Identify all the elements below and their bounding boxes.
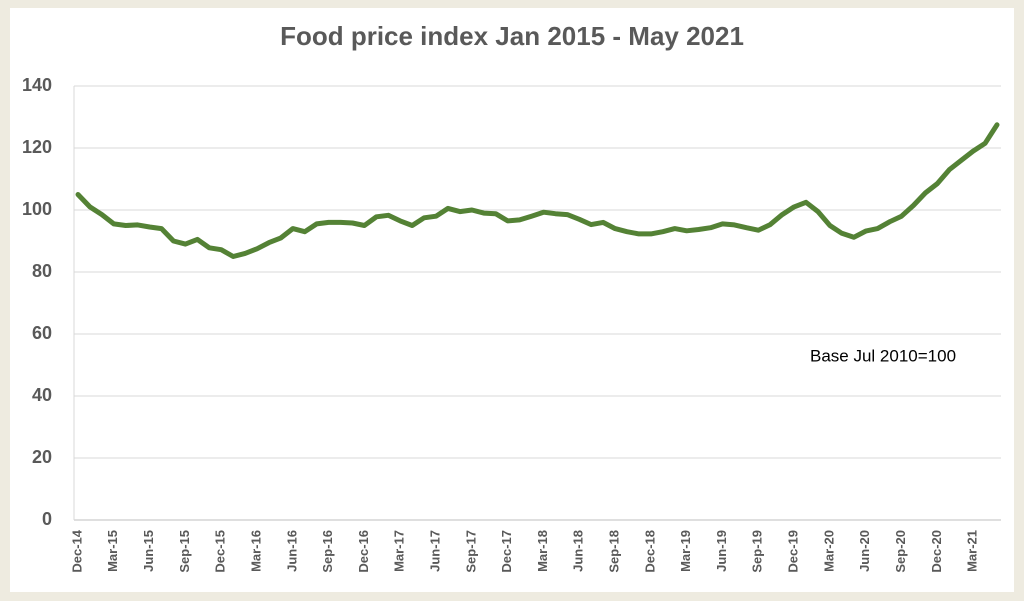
x-tick-label: Dec-19	[786, 530, 801, 573]
x-tick-label: Sep-19	[750, 530, 765, 573]
x-tick-label: Mar-19	[678, 530, 693, 572]
x-tick-label: Dec-20	[929, 530, 944, 573]
x-tick-label: Dec-16	[356, 530, 371, 573]
y-tick-label: 120	[22, 137, 52, 157]
x-tick-label: Dec-17	[499, 530, 514, 573]
x-tick-label: Dec-15	[213, 530, 228, 573]
x-tick-label: Sep-15	[177, 530, 192, 573]
x-tick-label: Jun-16	[284, 530, 299, 572]
line	[75, 122, 1000, 259]
y-tick-label: 20	[32, 447, 52, 467]
x-tick-label: Jun-20	[857, 530, 872, 572]
x-tick-label: Jun-19	[714, 530, 729, 572]
x-tick-label: Dec-14	[69, 529, 84, 572]
y-tick-label: 140	[22, 75, 52, 95]
x-tick-label: Mar-20	[821, 530, 836, 572]
x-tick-label: Sep-16	[320, 530, 335, 573]
x-tick-label: Mar-17	[392, 530, 407, 572]
x-tick-label: Jun-15	[141, 530, 156, 572]
x-tick-label: Mar-15	[105, 530, 120, 572]
x-tick-label: Jun-18	[571, 530, 586, 572]
x-tick-label: Mar-18	[535, 530, 550, 572]
y-tick-label: 80	[32, 261, 52, 281]
y-tick-label: 100	[22, 199, 52, 219]
x-tick-label: Mar-16	[248, 530, 263, 572]
y-tick-label: 40	[32, 385, 52, 405]
annotation: Base Jul 2010=100	[810, 346, 956, 365]
y-tick-label: 60	[32, 323, 52, 343]
x-tick-label: Mar-21	[965, 530, 980, 572]
x-tick-label: Dec-18	[642, 530, 657, 573]
x-tick-label: Sep-18	[607, 530, 622, 573]
x-tick-label: Sep-20	[893, 530, 908, 573]
chart-title: Food price index Jan 2015 - May 2021	[280, 21, 744, 51]
y-tick-label: 0	[42, 509, 52, 529]
x-tick-label: Sep-17	[463, 530, 478, 573]
x-tick-label: Jun-17	[427, 530, 442, 572]
chart-area	[10, 8, 1014, 592]
